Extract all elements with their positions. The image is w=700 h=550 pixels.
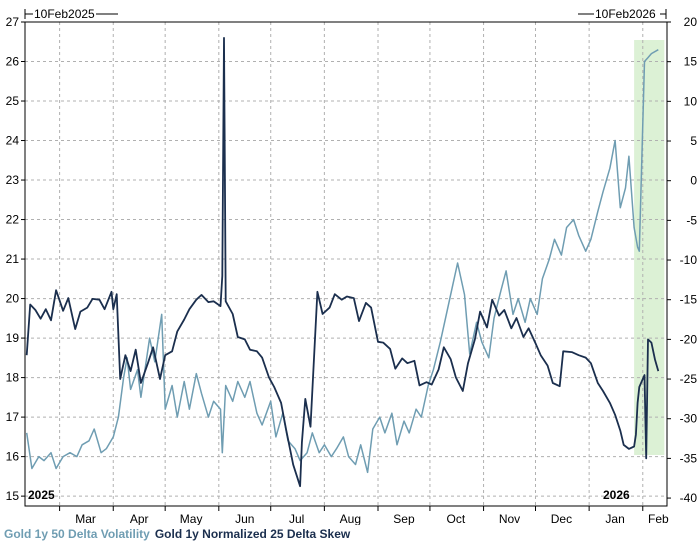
legend: Gold 1y 50 Delta Volatility Gold 1y Norma…: [4, 527, 355, 541]
y-right-tick-label: -25: [680, 372, 698, 386]
x-tick-label: Jun: [235, 512, 254, 525]
x-tick-label: Feb: [648, 512, 669, 525]
y-right-tick-label: -40: [680, 491, 698, 505]
y-right-tick-label: 10: [684, 94, 698, 108]
x-tick-label: Sep: [393, 512, 415, 525]
y-left-tick-label: 21: [6, 252, 20, 266]
chart: Mar Apr May Jun Jul Aug Sep Oct Nov Dec Jan Feb 15 16…: [5, 7, 698, 525]
y-left-tick-label: 23: [6, 173, 20, 187]
axis-ticks: Mar Apr May Jun Jul Aug Sep Oct Nov Dec Jan Feb 15 16…: [6, 15, 698, 525]
y-left-tick-label: 19: [6, 331, 20, 345]
grid: [25, 21, 667, 506]
y-left-tick-label: 24: [6, 134, 20, 148]
y-left-tick-label: 22: [6, 213, 20, 227]
legend-series-skew: Gold 1y Normalized 25 Delta Skew: [154, 527, 351, 541]
y-left-tick-label: 26: [6, 55, 20, 69]
date-markers: 10Feb2025 10Feb2026 2025 2026: [24, 7, 667, 502]
y-left-tick-label: 20: [6, 292, 20, 306]
y-right-tick-label: -30: [680, 412, 698, 426]
plot-frame: [24, 21, 668, 507]
series-line-skew: [25, 37, 660, 488]
x-tick-label: Jul: [289, 512, 304, 525]
y-right-tick-label: 15: [684, 55, 698, 69]
end-date-label: 10Feb2026: [595, 7, 656, 21]
y-left-tick-label: 18: [6, 371, 20, 385]
y-right-tick-label: -10: [680, 253, 698, 267]
x-tick-label: Nov: [499, 512, 520, 525]
y-right-tick-label: -35: [680, 451, 698, 465]
y-right-tick-label: 20: [684, 15, 698, 29]
y-right-tick-label: -20: [680, 332, 698, 346]
y-right-tick-label: -5: [686, 213, 697, 227]
y-left-tick-label: 27: [6, 15, 20, 29]
y-right-tick-label: 5: [690, 134, 697, 148]
series-line-volatility: [25, 49, 659, 474]
x-tick-label: Dec: [551, 512, 572, 525]
x-tick-label: Aug: [340, 512, 361, 525]
x-tick-label: Mar: [75, 512, 96, 525]
x-tick-label: Oct: [447, 512, 466, 525]
y-left-tick-label: 25: [6, 94, 20, 108]
y-left-tick-label: 15: [6, 489, 20, 503]
year-label-2026: 2026: [603, 488, 630, 502]
y-left-tick-label: 17: [6, 410, 20, 424]
x-tick-label: Apr: [130, 512, 149, 525]
y-left-tick-label: 16: [6, 450, 20, 464]
y-right-tick-label: -15: [680, 293, 698, 307]
start-date-label: 10Feb2025: [34, 7, 95, 21]
y-right-tick-label: 0: [690, 174, 697, 188]
series-layer: [25, 37, 660, 488]
x-tick-label: Jan: [605, 512, 624, 525]
x-tick-label: May: [180, 512, 203, 525]
legend-series-volatility: Gold 1y 50 Delta Volatility: [4, 527, 150, 541]
year-label-2025: 2025: [28, 488, 55, 502]
